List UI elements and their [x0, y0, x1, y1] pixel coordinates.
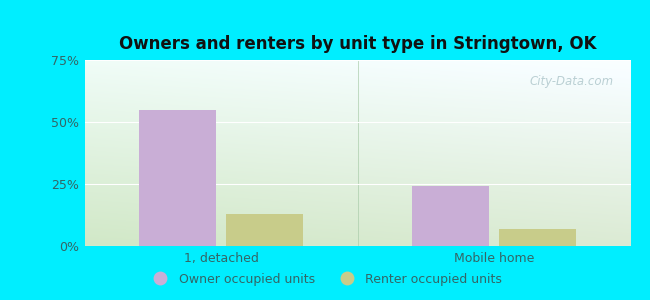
Text: City-Data.com: City-Data.com — [530, 75, 614, 88]
Legend: Owner occupied units, Renter occupied units: Owner occupied units, Renter occupied un… — [143, 268, 507, 291]
Bar — [139, 110, 216, 246]
Title: Owners and renters by unit type in Stringtown, OK: Owners and renters by unit type in Strin… — [119, 35, 596, 53]
Bar — [499, 229, 576, 246]
Bar — [226, 214, 303, 246]
Bar — [412, 187, 489, 246]
